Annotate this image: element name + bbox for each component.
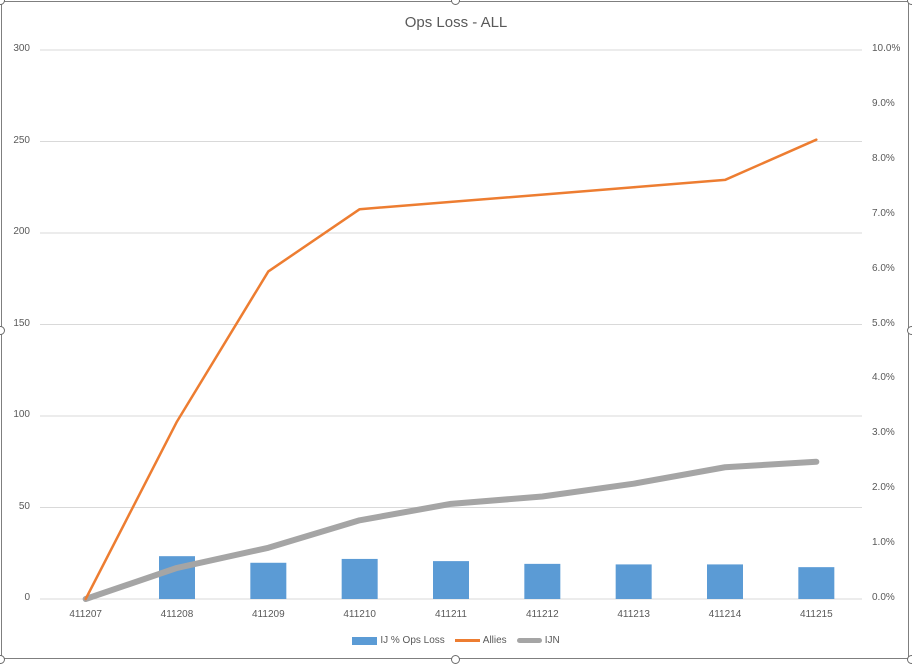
y2-tick-label: 8.0% (872, 152, 895, 164)
x-tick-label: 411210 (343, 609, 376, 620)
legend[interactable]: IJ % Ops Loss Allies IJN (0, 635, 912, 646)
y-tick-label: 100 (13, 409, 30, 420)
bar-ij-ops-loss[interactable] (433, 561, 469, 599)
bar-ij-ops-loss[interactable] (341, 558, 378, 599)
bar-ij-ops-loss[interactable] (615, 564, 652, 599)
y2-tick-label: 3.0% (872, 427, 895, 439)
bar-ij-ops-loss[interactable] (250, 562, 287, 599)
resize-handle-top-left[interactable] (0, 0, 5, 5)
y-tick-label: 300 (13, 43, 30, 54)
legend-label: Allies (482, 635, 507, 646)
bar-ij-ops-loss[interactable] (707, 564, 743, 599)
y2-tick-label: 4.0% (872, 372, 895, 384)
resize-handle-middle-left[interactable] (0, 326, 5, 335)
y-tick-label: 200 (13, 226, 30, 237)
x-tick-label: 411209 (252, 609, 285, 620)
y2-tick-label: 7.0% (872, 207, 895, 219)
legend-item-ijn[interactable]: IJN (516, 635, 560, 646)
bar-ij-ops-loss[interactable] (798, 567, 835, 599)
legend-label: IJ % Ops Loss (380, 635, 445, 646)
line-ijn[interactable] (82, 458, 820, 602)
legend-item-ij-ops-loss[interactable]: IJ % Ops Loss (352, 635, 445, 646)
bar-swatch-icon (352, 636, 378, 645)
resize-handle-top-center[interactable] (451, 0, 460, 5)
y2-tick-label: 10.0% (872, 43, 901, 54)
y2-tick-label: 1.0% (872, 537, 895, 549)
y-tick-label: 150 (13, 317, 30, 329)
y2-tick-label: 5.0% (872, 317, 895, 329)
x-tick-label: 411212 (526, 609, 559, 620)
chart-title[interactable]: Ops Loss - ALL (404, 14, 508, 31)
y2-tick-label: 9.0% (872, 97, 895, 109)
y-tick-label: 250 (13, 134, 30, 146)
x-tick-label: 411208 (160, 609, 194, 620)
legend-label: IJN (544, 635, 560, 646)
y-tick-label: 0 (24, 592, 30, 603)
x-tick-label: 411213 (617, 609, 650, 620)
line-swatch-icon (516, 638, 542, 643)
y2-tick-label: 0.0% (872, 592, 895, 603)
y2-tick-label: 6.0% (872, 262, 895, 274)
bar-ij-ops-loss[interactable] (524, 563, 561, 599)
resize-handle-middle-right[interactable] (907, 326, 912, 335)
y-tick-label: 50 (18, 500, 30, 512)
x-tick-label: 411214 (708, 609, 742, 620)
x-tick-label: 411215 (800, 609, 833, 620)
line-swatch-icon (454, 639, 480, 642)
x-tick-label: 411211 (435, 609, 467, 620)
line-allies[interactable] (84, 138, 818, 601)
resize-handle-top-right[interactable] (907, 0, 912, 5)
y2-tick-label: 2.0% (872, 482, 895, 494)
legend-item-allies[interactable]: Allies (454, 635, 507, 646)
x-tick-label: 411207 (69, 609, 102, 620)
